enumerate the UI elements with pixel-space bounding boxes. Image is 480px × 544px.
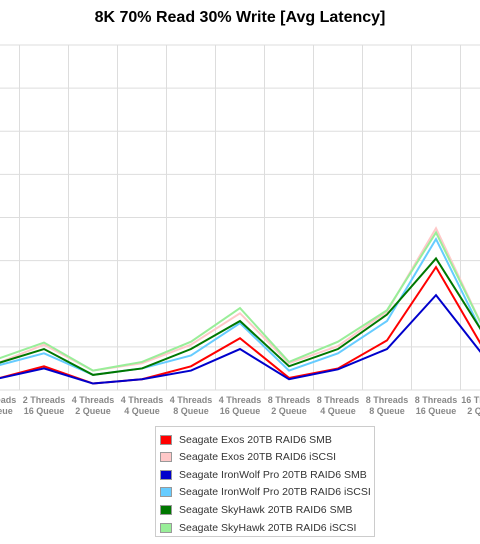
x-tick-label: 4 Threads [121,395,164,405]
x-tick-label: 8 Threads [268,395,311,405]
series-line [0,236,480,376]
legend-label: Seagate IronWolf Pro 20TB RAID6 iSCSI [179,486,371,499]
legend-swatch [160,469,172,480]
legend-label: Seagate SkyHawk 20TB RAID6 iSCSI [179,521,357,534]
legend-label: Seagate Exos 20TB RAID6 SMB [179,433,332,446]
x-tick-label: 2 Queue [271,406,307,416]
x-tick-label: 8 Threads [317,395,360,405]
x-tick-label: 4 Threads [219,395,262,405]
legend-swatch [160,434,172,445]
x-tick-label: 4 Queue [124,406,160,416]
x-tick-label: 4 Queue [0,406,13,416]
x-tick-label: 8 Threads [415,395,458,405]
legend-swatch [160,487,172,498]
legend: Seagate Exos 20TB RAID6 SMB Seagate Exos … [155,426,375,537]
x-tick-label: 8 Queue [369,406,405,416]
x-tick-label: 2 Queue [467,406,480,416]
x-tick-label: 16 Queue [416,406,457,416]
legend-label: Seagate IronWolf Pro 20TB RAID6 SMB [179,468,367,481]
series-line [0,293,480,385]
legend-item[interactable]: Seagate SkyHawk 20TB RAID6 iSCSI [160,520,356,535]
legend-swatch [160,452,172,463]
x-tick-label: 16 Queue [24,406,65,416]
x-tick-label: 16 Threads [461,395,480,405]
legend-swatch [160,522,172,533]
x-tick-label: 2 Threads [23,395,66,405]
legend-item[interactable]: Seagate IronWolf Pro 20TB RAID6 iSCSI [160,485,371,500]
gridlines [0,44,480,391]
legend-label: Seagate Exos 20TB RAID6 iSCSI [179,451,336,464]
x-tick-label: 16 Queue [220,406,261,416]
series-lines [0,226,480,385]
legend-label: Seagate SkyHawk 20TB RAID6 SMB [179,503,353,516]
series-line [0,230,480,372]
legend-item[interactable]: Seagate Exos 20TB RAID6 iSCSI [160,450,336,465]
series-line [0,256,480,376]
legend-item[interactable]: Seagate IronWolf Pro 20TB RAID6 SMB [160,467,367,482]
legend-swatch [160,504,172,515]
x-tick-label: 8 Queue [173,406,209,416]
x-tick-label: 4 Threads [170,395,213,405]
x-tick-label: 2 Threads [0,395,16,405]
legend-item[interactable]: Seagate SkyHawk 20TB RAID6 SMB [160,502,352,517]
x-tick-label: 2 Queue [75,406,111,416]
legend-item[interactable]: Seagate Exos 20TB RAID6 SMB [160,432,332,447]
chart-title: 8K 70% Read 30% Write [Avg Latency] [94,9,386,26]
x-tick-label: 4 Threads [72,395,115,405]
x-tick-label: 4 Queue [320,406,356,416]
x-tick-label: 8 Threads [366,395,409,405]
